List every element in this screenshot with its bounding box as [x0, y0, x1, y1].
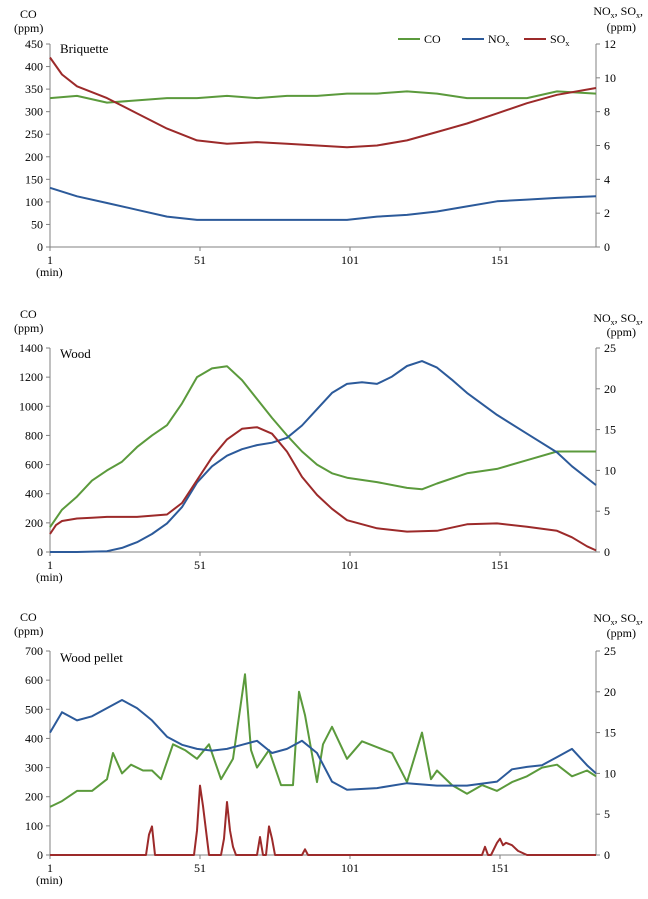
y-tick-label-right: 15 — [604, 423, 616, 437]
y-tick-label-left: 300 — [25, 105, 43, 119]
x-axis-unit: (min) — [36, 873, 63, 887]
y-tick-label-left: 400 — [25, 731, 43, 745]
y-axis-label-right-unit: (ppm) — [607, 626, 636, 640]
y-tick-label-right: 25 — [604, 644, 616, 658]
x-tick-label: 1 — [47, 861, 53, 875]
y-axis-label-right-name: NOx, SOx, — [593, 311, 643, 327]
x-tick-label: 1 — [47, 558, 53, 572]
y-tick-label-right: 0 — [604, 545, 610, 559]
x-tick-label: 51 — [194, 558, 206, 572]
chart-title: Briquette — [60, 41, 109, 56]
y-axis-label-left-unit: (ppm) — [14, 321, 43, 335]
series-line-nox — [49, 186, 597, 221]
series-line-sox — [49, 426, 597, 552]
y-tick-label-left: 200 — [25, 516, 43, 530]
y-tick-label-right: 0 — [604, 240, 610, 254]
y-tick-label-left: 500 — [25, 702, 43, 716]
y-tick-label-left: 100 — [25, 195, 43, 209]
series-line-nox — [49, 699, 597, 791]
y-tick-label-left: 0 — [37, 240, 43, 254]
y-tick-label-left: 200 — [25, 790, 43, 804]
series-line-co — [49, 365, 596, 528]
x-tick-label: 51 — [194, 253, 206, 267]
y-axis-label-left-name: CO — [20, 610, 37, 624]
y-tick-label-left: 700 — [25, 644, 43, 658]
y-tick-label-right: 10 — [604, 71, 616, 85]
chart-title: Wood pellet — [60, 650, 123, 665]
y-axis-label-right-unit: (ppm) — [607, 20, 636, 34]
x-axis-unit: (min) — [36, 570, 63, 584]
x-tick-label: 101 — [341, 558, 359, 572]
y-axis-label-right-unit: (ppm) — [607, 325, 636, 339]
y-tick-label-right: 0 — [604, 848, 610, 862]
x-tick-label: 51 — [194, 861, 206, 875]
y-tick-label-right: 20 — [604, 382, 616, 396]
y-tick-label-left: 600 — [25, 673, 43, 687]
y-tick-label-right: 15 — [604, 726, 616, 740]
y-tick-label-right: 4 — [604, 172, 610, 186]
y-tick-label-left: 1400 — [19, 341, 43, 355]
y-tick-label-right: 10 — [604, 463, 616, 477]
y-tick-label-left: 400 — [25, 487, 43, 501]
y-tick-label-left: 350 — [25, 82, 43, 96]
y-axis-label-left-name: CO — [20, 307, 37, 321]
y-tick-label-right: 5 — [604, 504, 610, 518]
x-tick-label: 151 — [491, 558, 509, 572]
y-axis-label-left-name: CO — [20, 7, 37, 21]
x-tick-label: 1 — [47, 253, 53, 267]
series-line-sox — [50, 784, 596, 856]
y-tick-label-left: 0 — [37, 848, 43, 862]
y-axis-label-right-name: NOx, SOx, — [593, 611, 643, 627]
series-line-sox — [49, 56, 597, 149]
y-tick-label-left: 0 — [37, 545, 43, 559]
y-tick-label-left: 1000 — [19, 399, 43, 413]
y-axis-label-right-name: NOx, SOx, — [593, 4, 643, 20]
y-tick-label-right: 5 — [604, 807, 610, 821]
legend: CO NOx SOx — [398, 32, 569, 48]
x-tick-label: 151 — [491, 861, 509, 875]
y-tick-label-left: 250 — [25, 127, 43, 141]
y-tick-label-right: 12 — [604, 37, 616, 51]
y-tick-label-left: 600 — [25, 458, 43, 472]
x-tick-label: 101 — [341, 861, 359, 875]
x-tick-label: 151 — [491, 253, 509, 267]
y-axis-label-left-unit: (ppm) — [14, 21, 43, 35]
legend-label-sox: SOx — [550, 32, 569, 48]
y-tick-label-right: 20 — [604, 685, 616, 699]
y-tick-label-left: 800 — [25, 428, 43, 442]
legend-label-co: CO — [424, 32, 441, 46]
y-tick-label-left: 200 — [25, 150, 43, 164]
legend-label-nox: NOx — [488, 32, 509, 48]
series-line-co — [49, 90, 597, 104]
x-axis-unit: (min) — [36, 265, 63, 279]
y-tick-label-left: 450 — [25, 37, 43, 51]
y-axis-label-left-unit: (ppm) — [14, 624, 43, 638]
series-line-nox — [50, 360, 597, 553]
x-tick-label: 101 — [341, 253, 359, 267]
y-tick-label-right: 2 — [604, 206, 610, 220]
y-tick-label-right: 25 — [604, 341, 616, 355]
y-tick-label-right: 8 — [604, 105, 610, 119]
y-tick-label-right: 6 — [604, 139, 610, 153]
y-tick-label-left: 50 — [31, 217, 43, 231]
series-line-co — [49, 673, 597, 808]
y-tick-label-left: 100 — [25, 819, 43, 833]
y-tick-label-left: 300 — [25, 761, 43, 775]
y-tick-label-right: 10 — [604, 766, 616, 780]
y-tick-label-left: 1200 — [19, 370, 43, 384]
y-tick-label-left: 400 — [25, 60, 43, 74]
chart-title: Wood — [60, 346, 91, 361]
y-tick-label-left: 150 — [25, 172, 43, 186]
